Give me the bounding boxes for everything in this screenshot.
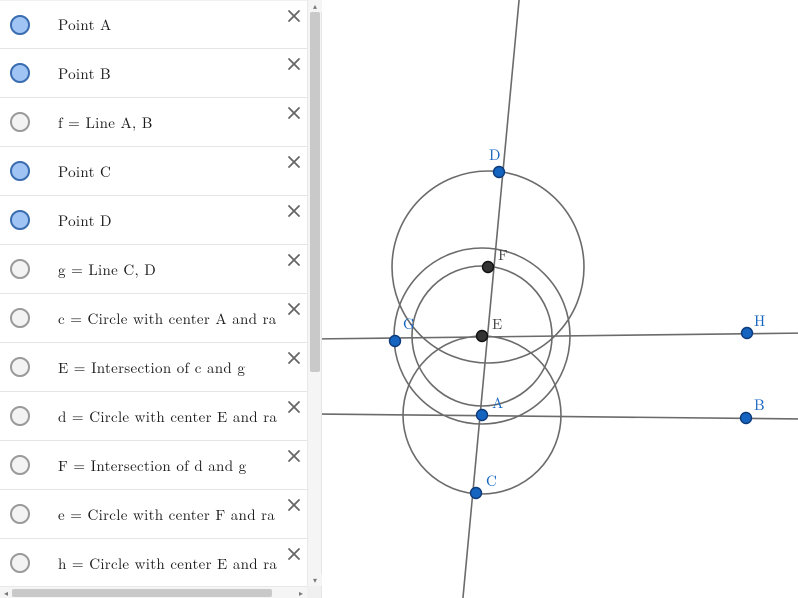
close-icon[interactable]: [285, 153, 303, 171]
object-row[interactable]: E = Intersection of c and g: [0, 343, 307, 392]
visibility-toggle-icon[interactable]: [10, 15, 30, 35]
object-label: Point B: [58, 63, 307, 84]
object-label: f = Line A, B: [58, 112, 307, 133]
object-label: e = Circle with center F and ra: [58, 504, 307, 525]
visibility-toggle-icon[interactable]: [10, 406, 30, 426]
close-icon[interactable]: [285, 55, 303, 73]
close-icon[interactable]: [285, 7, 303, 25]
point-label-B: B: [754, 394, 765, 415]
visibility-toggle-icon[interactable]: [10, 504, 30, 524]
object-list: Point A Point B f = Line A, B Point C Point …: [0, 0, 321, 598]
close-icon[interactable]: [285, 104, 303, 122]
visibility-toggle-icon[interactable]: [10, 161, 30, 181]
object-row[interactable]: Point D: [0, 196, 307, 245]
scroll-thumb-vertical[interactable]: [310, 12, 320, 372]
close-icon[interactable]: [285, 496, 303, 514]
point-label-E: E: [492, 313, 502, 334]
visibility-toggle-icon[interactable]: [10, 455, 30, 475]
object-label: h = Circle with center E and ra: [58, 553, 307, 574]
object-row[interactable]: e = Circle with center F and ra: [0, 490, 307, 539]
object-label: E = Intersection of c and g: [58, 357, 307, 378]
close-icon[interactable]: [285, 545, 303, 563]
point-E[interactable]: [477, 331, 488, 342]
close-icon[interactable]: [285, 202, 303, 220]
object-row[interactable]: Point B: [0, 49, 307, 98]
object-row[interactable]: d = Circle with center E and ra: [0, 392, 307, 441]
sidebar-horizontal-scrollbar[interactable]: ◂ ▸: [0, 586, 307, 598]
construction-svg: A B C D E F G H: [322, 0, 798, 598]
point-label-F: F: [498, 244, 508, 265]
object-row[interactable]: f = Line A, B: [0, 98, 307, 147]
point-H[interactable]: [742, 328, 753, 339]
object-row[interactable]: F = Intersection of d and g: [0, 441, 307, 490]
visibility-toggle-icon[interactable]: [10, 63, 30, 83]
object-label: c = Circle with center A and ra: [58, 308, 307, 329]
point-B[interactable]: [741, 413, 752, 424]
object-row[interactable]: h = Circle with center E and ra: [0, 539, 307, 588]
close-icon[interactable]: [285, 398, 303, 416]
object-row[interactable]: Point C: [0, 147, 307, 196]
point-D[interactable]: [494, 167, 505, 178]
point-label-D: D: [489, 144, 500, 165]
object-label: Point D: [58, 210, 307, 231]
line-f[interactable]: [322, 414, 798, 419]
algebra-sidebar: Point A Point B f = Line A, B Point C Point …: [0, 0, 322, 598]
close-icon[interactable]: [285, 251, 303, 269]
point-A[interactable]: [477, 410, 488, 421]
close-icon[interactable]: [285, 300, 303, 318]
object-row[interactable]: g = Line C, D: [0, 245, 307, 294]
scroll-down-icon[interactable]: ▾: [308, 574, 322, 586]
scroll-up-icon[interactable]: ▴: [308, 0, 322, 12]
object-label: Point A: [58, 14, 307, 35]
visibility-toggle-icon[interactable]: [10, 210, 30, 230]
point-label-C: C: [486, 470, 497, 491]
visibility-toggle-icon[interactable]: [10, 308, 30, 328]
visibility-toggle-icon[interactable]: [10, 112, 30, 132]
close-icon[interactable]: [285, 349, 303, 367]
scroll-left-icon[interactable]: ◂: [0, 587, 12, 598]
sidebar-vertical-scrollbar[interactable]: ▴ ▾: [307, 0, 321, 586]
object-label: Point C: [58, 161, 307, 182]
scroll-thumb-horizontal[interactable]: [12, 589, 272, 597]
point-label-G: G: [403, 313, 415, 334]
point-G[interactable]: [390, 336, 401, 347]
object-row[interactable]: c = Circle with center A and ra: [0, 294, 307, 343]
visibility-toggle-icon[interactable]: [10, 259, 30, 279]
object-label: F = Intersection of d and g: [58, 455, 307, 476]
point-label-A: A: [492, 392, 503, 413]
visibility-toggle-icon[interactable]: [10, 553, 30, 573]
visibility-toggle-icon[interactable]: [10, 357, 30, 377]
app-root: Point A Point B f = Line A, B Point C Point …: [0, 0, 798, 598]
point-F[interactable]: [483, 262, 494, 273]
scrollbar-corner: [307, 586, 321, 598]
scroll-right-icon[interactable]: ▸: [295, 587, 307, 598]
object-row[interactable]: Point A: [0, 0, 307, 49]
point-C[interactable]: [471, 488, 482, 499]
object-label: d = Circle with center E and ra: [58, 406, 307, 427]
line-g[interactable]: [462, 0, 520, 598]
object-label: g = Line C, D: [58, 259, 307, 280]
close-icon[interactable]: [285, 447, 303, 465]
graphics-canvas[interactable]: A B C D E F G H: [322, 0, 798, 598]
point-label-H: H: [754, 310, 765, 331]
